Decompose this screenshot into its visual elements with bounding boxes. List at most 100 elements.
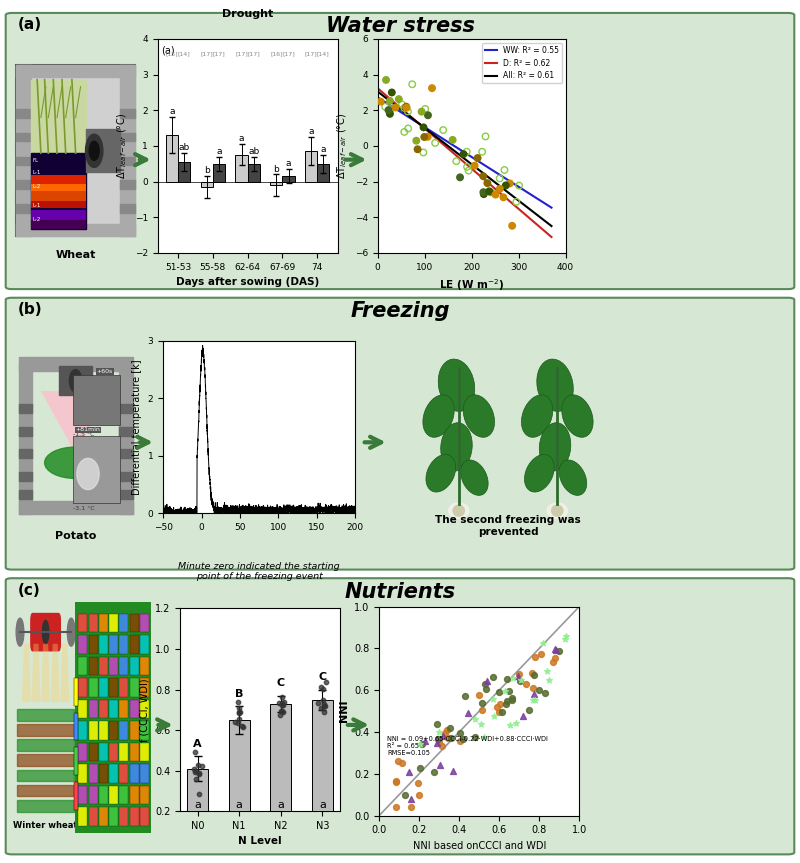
Point — [445, 731, 458, 745]
Bar — [31, 174, 86, 184]
Bar — [16, 133, 31, 142]
Point — [461, 160, 474, 173]
Text: a: a — [216, 147, 222, 155]
Bar — [187, 769, 208, 852]
Point — [383, 107, 396, 121]
Point — [549, 652, 562, 665]
Bar — [130, 743, 138, 761]
Bar — [130, 678, 138, 696]
Polygon shape — [31, 644, 41, 702]
Polygon shape — [41, 391, 110, 454]
Text: [14]: [14] — [178, 51, 190, 56]
Bar — [17, 784, 74, 797]
Bar — [130, 657, 138, 675]
Bar — [130, 786, 138, 804]
Bar — [140, 765, 149, 783]
Bar — [235, 154, 248, 181]
Point — [398, 101, 410, 115]
Point — [232, 716, 245, 730]
Point — [476, 703, 489, 717]
Point — [500, 694, 513, 708]
Point — [403, 765, 416, 778]
Point — [478, 677, 491, 690]
Point — [498, 163, 511, 177]
Ellipse shape — [559, 460, 586, 495]
Bar — [130, 721, 138, 740]
Bar — [140, 657, 149, 675]
Bar — [98, 743, 108, 761]
Bar — [119, 427, 133, 436]
Polygon shape — [41, 644, 50, 702]
Point — [193, 767, 206, 781]
Text: [17]: [17] — [247, 51, 260, 56]
Point — [393, 92, 406, 106]
Text: a: a — [308, 127, 314, 136]
Bar — [86, 129, 120, 173]
Bar — [282, 176, 294, 181]
Point — [447, 765, 460, 778]
Point — [422, 109, 434, 123]
Point — [559, 629, 572, 643]
Point — [477, 169, 490, 183]
Circle shape — [67, 618, 75, 646]
Point — [485, 186, 498, 199]
Bar — [213, 164, 225, 181]
Text: FL: FL — [32, 158, 38, 163]
X-axis label: LE (W m$^{-2}$): LE (W m$^{-2}$) — [439, 277, 504, 293]
Polygon shape — [60, 644, 70, 702]
Point — [471, 151, 484, 165]
Point — [430, 718, 443, 732]
Text: +81min: +81min — [75, 427, 101, 432]
Bar — [16, 157, 31, 165]
Text: [17]: [17] — [213, 51, 226, 56]
Bar — [78, 808, 87, 826]
Text: [17]: [17] — [282, 51, 295, 56]
Point — [311, 696, 324, 710]
Bar — [119, 362, 133, 514]
Bar — [73, 436, 120, 503]
Bar — [74, 677, 78, 706]
Point — [380, 73, 393, 87]
Bar — [98, 678, 108, 696]
Point — [433, 725, 446, 739]
Point — [482, 185, 495, 198]
Point — [481, 176, 494, 190]
Bar — [98, 721, 108, 740]
Point — [478, 187, 490, 201]
Point — [422, 129, 434, 143]
Polygon shape — [50, 644, 60, 702]
Point — [491, 700, 504, 714]
Point — [195, 759, 208, 772]
Point — [229, 715, 242, 729]
Bar — [140, 786, 149, 804]
Point — [441, 723, 454, 737]
Point — [438, 727, 451, 740]
Bar — [89, 614, 98, 633]
Point — [236, 720, 249, 734]
Point — [274, 703, 287, 717]
Text: a: a — [238, 135, 244, 143]
Bar — [31, 181, 86, 192]
Bar — [98, 657, 108, 675]
Bar — [119, 808, 128, 826]
Bar — [89, 721, 98, 740]
Ellipse shape — [77, 458, 99, 489]
Text: a: a — [169, 108, 174, 117]
Bar — [140, 808, 149, 826]
Point — [494, 696, 507, 710]
Bar — [98, 786, 108, 804]
Bar — [89, 808, 98, 826]
Point — [433, 735, 446, 749]
Point — [506, 691, 518, 705]
Point — [446, 133, 459, 147]
Bar — [140, 635, 149, 654]
Bar — [78, 721, 87, 740]
Text: Minute zero indicated the starting
point of the freezing event: Minute zero indicated the starting point… — [178, 562, 340, 581]
Bar — [18, 357, 133, 371]
Point — [379, 100, 392, 114]
Point — [492, 685, 505, 699]
Point — [503, 683, 516, 697]
Point — [527, 687, 540, 701]
Bar — [18, 450, 32, 458]
Bar — [78, 635, 87, 654]
